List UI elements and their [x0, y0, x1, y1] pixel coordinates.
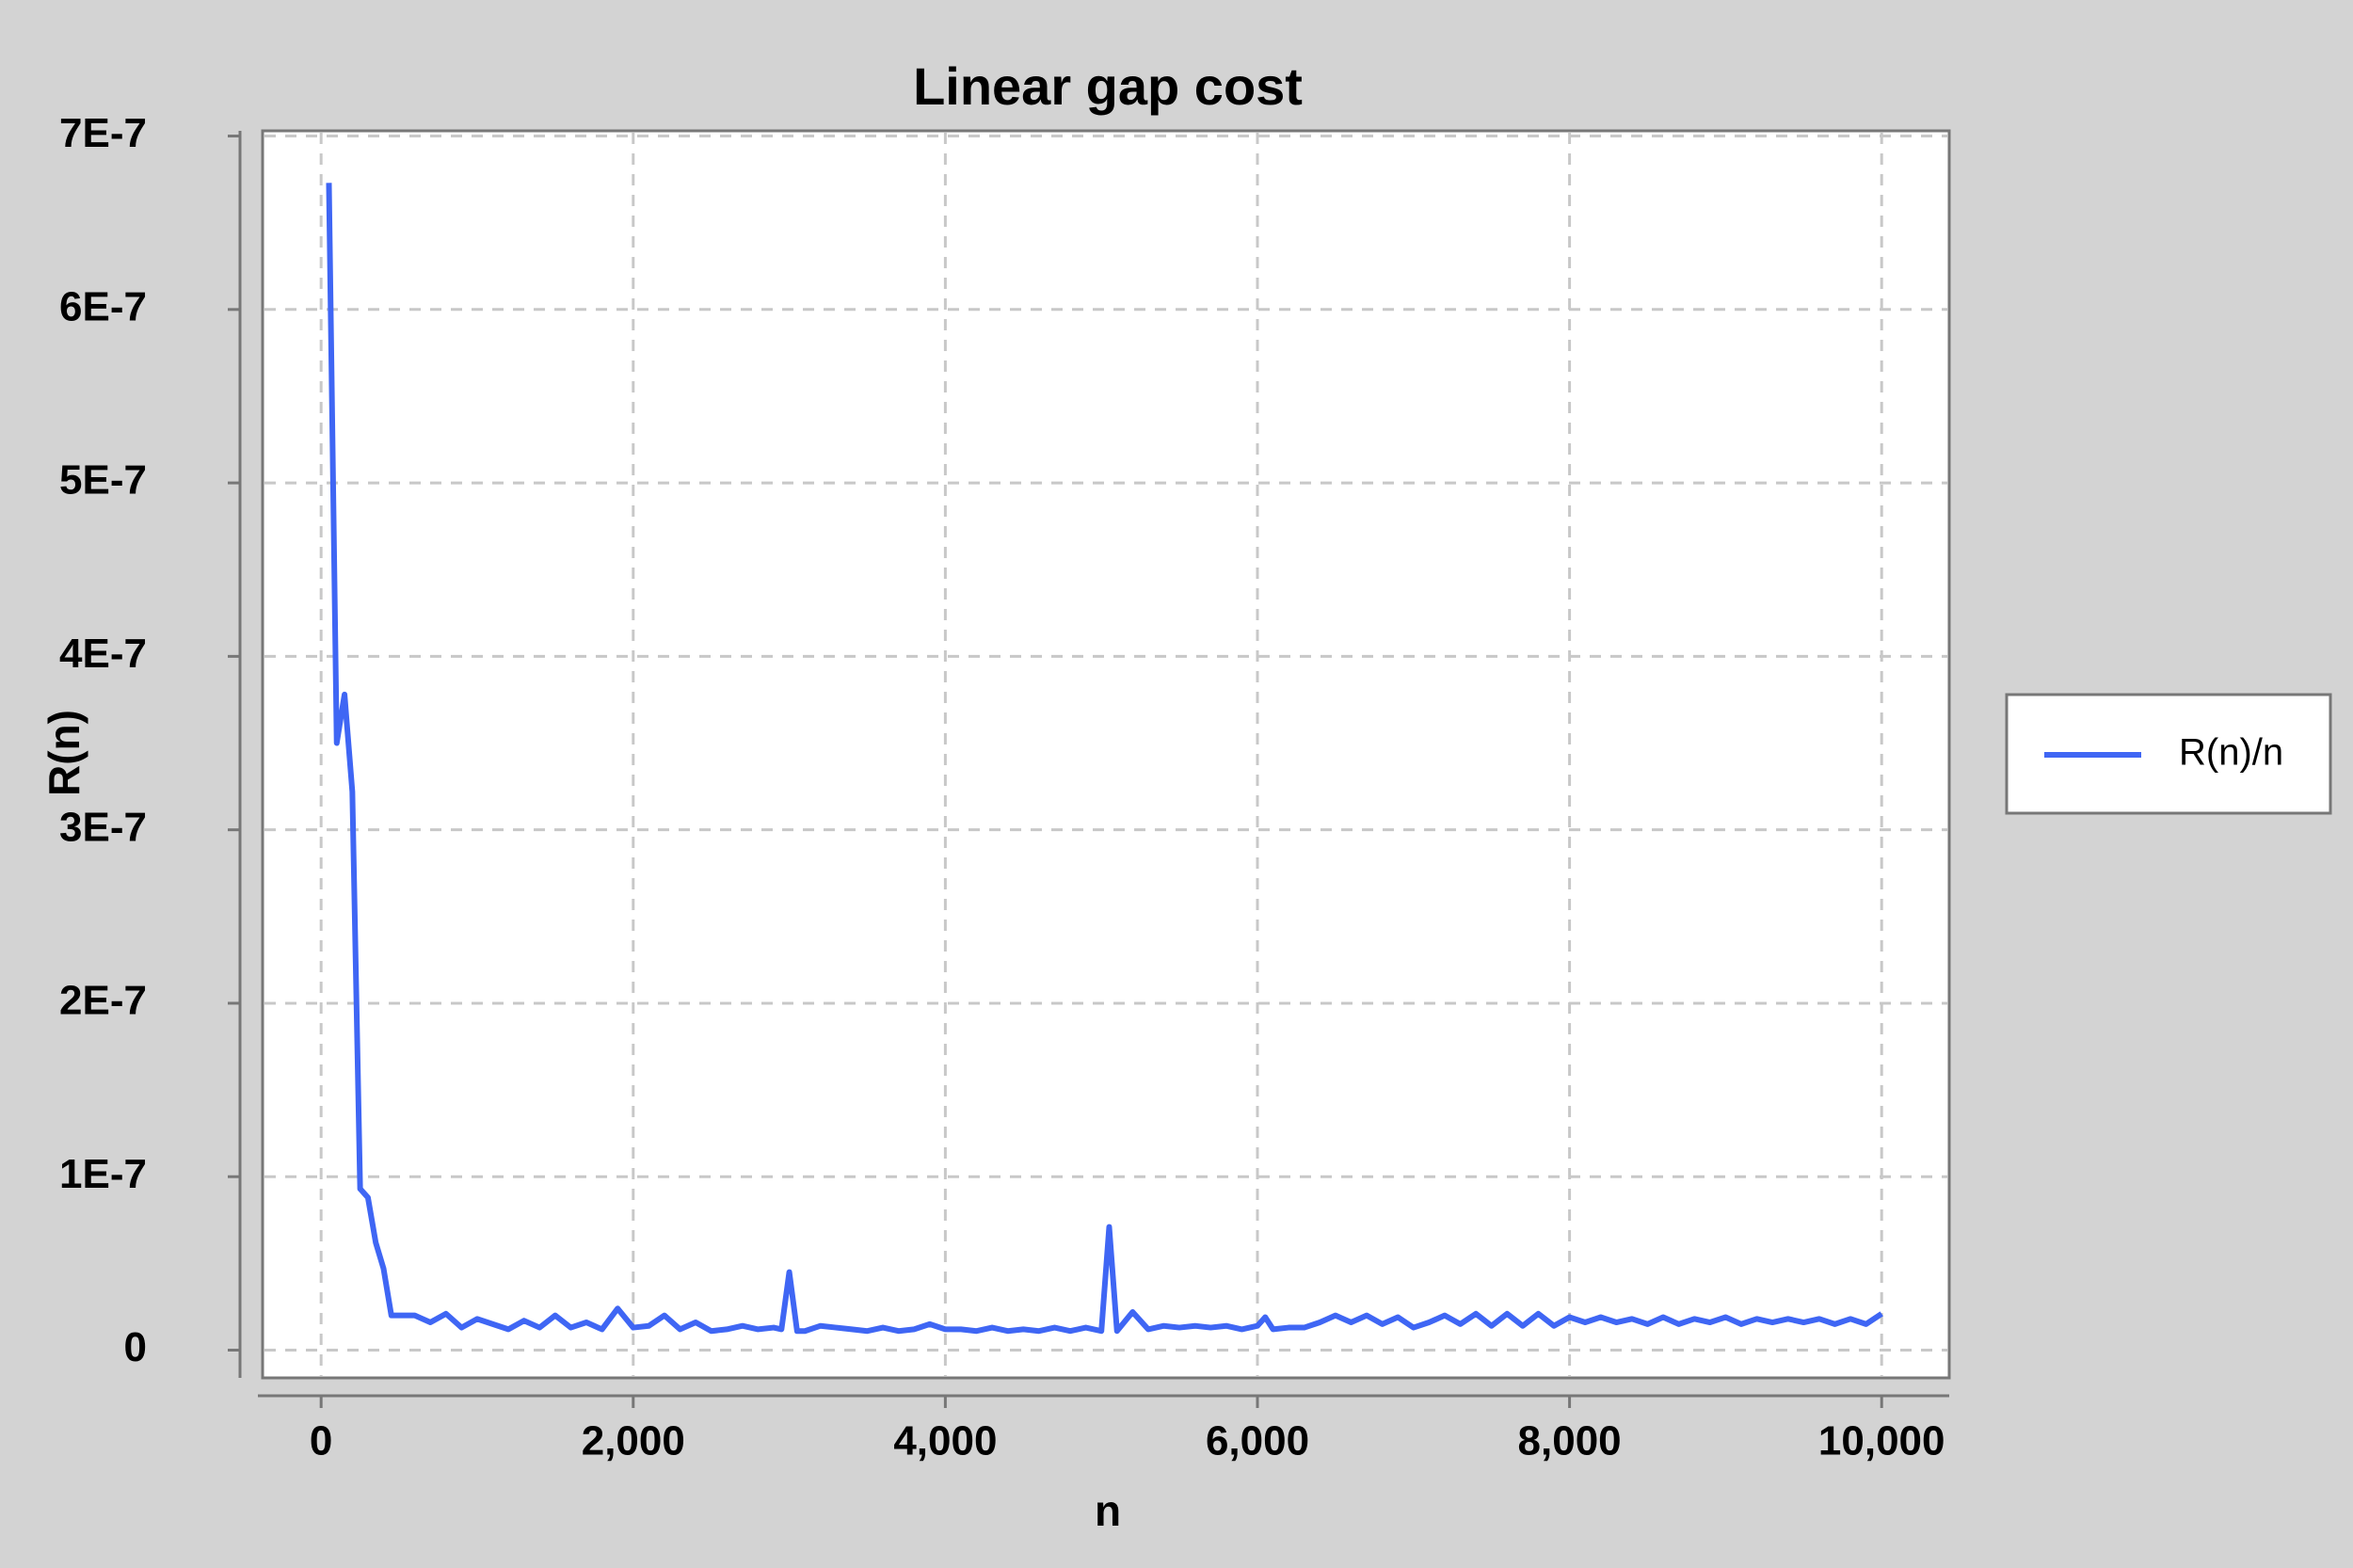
- x-tick-label: 8,000: [1518, 1418, 1622, 1464]
- x-tick-label: 6,000: [1206, 1418, 1309, 1464]
- y-tick-label: 6E-7: [59, 283, 147, 329]
- chart-title: Linear gap cost: [913, 56, 1303, 116]
- data-line: [326, 183, 1883, 1335]
- y-tick-label: 7E-7: [59, 110, 147, 156]
- legend-label: R(n)/n: [2179, 732, 2283, 774]
- x-tick-label: 2,000: [582, 1418, 685, 1464]
- x-tick-label: 0: [310, 1418, 332, 1464]
- y-tick-label: 4E-7: [59, 631, 147, 677]
- y-tick-label: 5E-7: [59, 457, 147, 504]
- x-axis-label: n: [1095, 1486, 1121, 1535]
- y-tick-label: 0: [124, 1324, 147, 1370]
- y-tick-label: 2E-7: [59, 978, 147, 1024]
- y-tick-label: 1E-7: [59, 1151, 147, 1197]
- y-axis-label: R(n): [40, 710, 88, 796]
- x-tick-label: 4,000: [893, 1418, 997, 1464]
- x-tick-label: 10,000: [1818, 1418, 1945, 1464]
- y-tick-label: 3E-7: [59, 804, 147, 850]
- plot-area: [261, 129, 1951, 1380]
